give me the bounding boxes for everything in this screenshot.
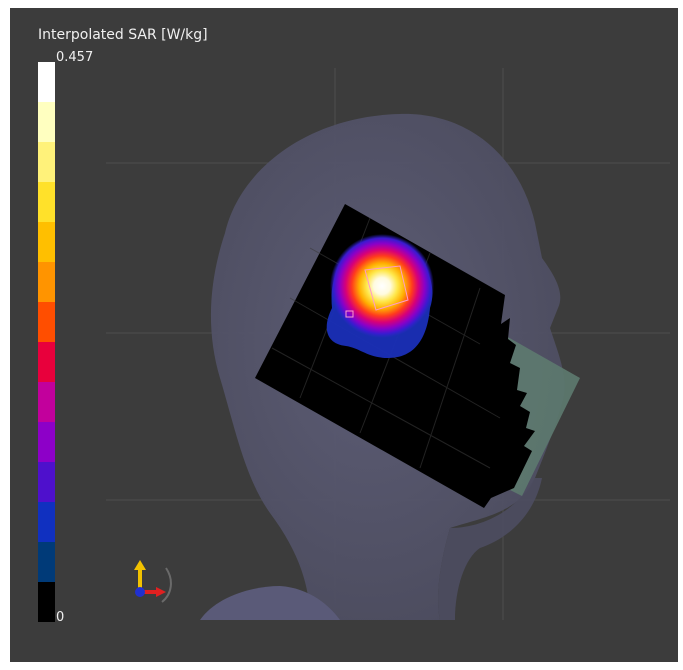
colorbar-stop [38, 142, 55, 182]
colorbar-stop [38, 502, 55, 542]
colorbar-max-label: 0.457 [56, 50, 94, 65]
colorbar-stop [38, 342, 55, 382]
colorbar-stop [38, 182, 55, 222]
colorbar-stop [38, 62, 55, 102]
xyz-axis-triad-icon[interactable] [128, 558, 172, 606]
colorbar-stop [38, 262, 55, 302]
sar-colorbar [38, 62, 55, 622]
colorbar-min-label: 0 [56, 610, 65, 625]
colorbar-stop [38, 382, 55, 422]
colorbar-stop [38, 582, 55, 622]
sar-hotspot [326, 234, 434, 358]
colorbar-stop [38, 422, 55, 462]
colorbar-stop [38, 542, 55, 582]
colorbar-stop [38, 302, 55, 342]
3d-viewport[interactable]: Interpolated SAR [W/kg] 0.457 0 [10, 8, 678, 662]
colorbar-stop [38, 102, 55, 142]
sar-scene[interactable] [10, 8, 678, 662]
colorbar-stop [38, 462, 55, 502]
colorbar-title: Interpolated SAR [W/kg] [38, 27, 208, 43]
colorbar-stop [38, 222, 55, 262]
